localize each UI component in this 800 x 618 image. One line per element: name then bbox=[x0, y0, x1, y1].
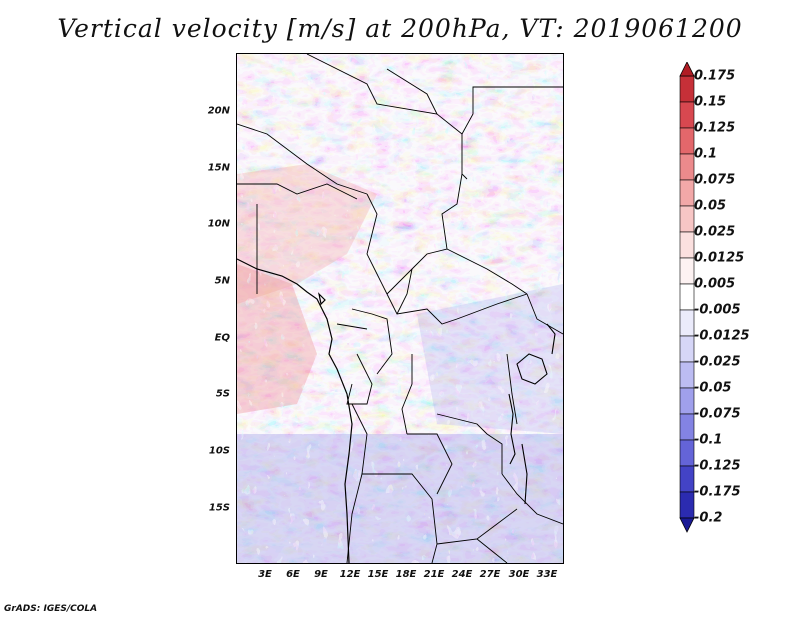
colorbar-segment bbox=[679, 439, 695, 467]
colorbar-label: 0.1 bbox=[694, 146, 718, 162]
colorbar-label: -0.1 bbox=[694, 432, 723, 448]
colorbar-label: 0.075 bbox=[694, 172, 736, 188]
colorbar-segment bbox=[679, 491, 695, 519]
lon-label-24e: 24E bbox=[451, 569, 473, 580]
colorbar-label: -0.075 bbox=[694, 406, 741, 422]
colorbar-segment bbox=[679, 153, 695, 181]
colorbar-label: -0.0125 bbox=[694, 328, 750, 344]
lat-label-15n: 15N bbox=[207, 162, 230, 174]
colorbar-label: 0.005 bbox=[694, 276, 736, 292]
colorbar bbox=[679, 62, 695, 533]
lon-label-33e: 33E bbox=[536, 569, 558, 580]
colorbar-label: -0.125 bbox=[694, 458, 741, 474]
lon-label-21e: 21E bbox=[423, 569, 445, 580]
lon-label-6e: 6E bbox=[286, 569, 300, 580]
lat-label-10s: 10S bbox=[208, 445, 230, 457]
colorbar-label: -0.025 bbox=[694, 354, 741, 370]
lat-label-5s: 5S bbox=[215, 388, 230, 400]
vertical-velocity-field bbox=[237, 54, 563, 563]
lat-label-15s: 15S bbox=[208, 502, 230, 514]
lat-label-eq: EQ bbox=[214, 332, 230, 344]
lon-label-15e: 15E bbox=[367, 569, 389, 580]
colorbar-label: 0.0125 bbox=[694, 250, 745, 266]
colorbar-segment bbox=[679, 335, 695, 363]
map-panel bbox=[236, 53, 564, 564]
colorbar-label: -0.05 bbox=[694, 380, 732, 396]
lon-label-9e: 9E bbox=[314, 569, 328, 580]
colorbar-segment bbox=[679, 387, 695, 415]
lat-label-20n: 20N bbox=[207, 105, 230, 117]
colorbar-label: -0.2 bbox=[694, 510, 723, 526]
lon-label-30e: 30E bbox=[508, 569, 530, 580]
colorbar-segment bbox=[679, 127, 695, 155]
colorbar-label: -0.175 bbox=[694, 484, 741, 500]
colorbar-label: 0.125 bbox=[694, 120, 736, 136]
lon-label-3e: 3E bbox=[258, 569, 272, 580]
colorbar-label: 0.175 bbox=[694, 68, 736, 84]
plot-title: Vertical velocity [m/s] at 200hPa, VT: 2… bbox=[57, 14, 743, 43]
country-borders bbox=[237, 54, 563, 563]
lakes bbox=[508, 323, 556, 505]
colorbar-segment bbox=[679, 465, 695, 493]
colorbar-label: 0.15 bbox=[694, 94, 727, 110]
colorbar-label: 0.05 bbox=[694, 198, 727, 214]
colorbar-segment bbox=[679, 75, 695, 103]
lon-label-27e: 27E bbox=[479, 569, 501, 580]
colorbar-segment bbox=[679, 283, 695, 311]
lon-label-18e: 18E bbox=[395, 569, 417, 580]
lat-label-5n: 5N bbox=[214, 275, 230, 287]
coastline bbox=[237, 258, 353, 563]
colorbar-top-arrow bbox=[679, 62, 695, 77]
colorbar-segment bbox=[679, 309, 695, 337]
lat-label-10n: 10N bbox=[207, 218, 230, 230]
colorbar-segment bbox=[679, 361, 695, 389]
colorbar-segment bbox=[679, 257, 695, 285]
colorbar-segment bbox=[679, 101, 695, 129]
colorbar-label: -0.005 bbox=[694, 302, 741, 318]
colorbar-segment bbox=[679, 179, 695, 207]
colorbar-segment bbox=[679, 231, 695, 259]
colorbar-segment bbox=[679, 205, 695, 233]
colorbar-label: 0.025 bbox=[694, 224, 736, 240]
colorbar-bottom-arrow bbox=[679, 517, 695, 533]
colorbar-segment bbox=[679, 413, 695, 441]
lon-label-12e: 12E bbox=[339, 569, 361, 580]
grads-credit: GrADS: IGES/COLA bbox=[4, 604, 98, 614]
